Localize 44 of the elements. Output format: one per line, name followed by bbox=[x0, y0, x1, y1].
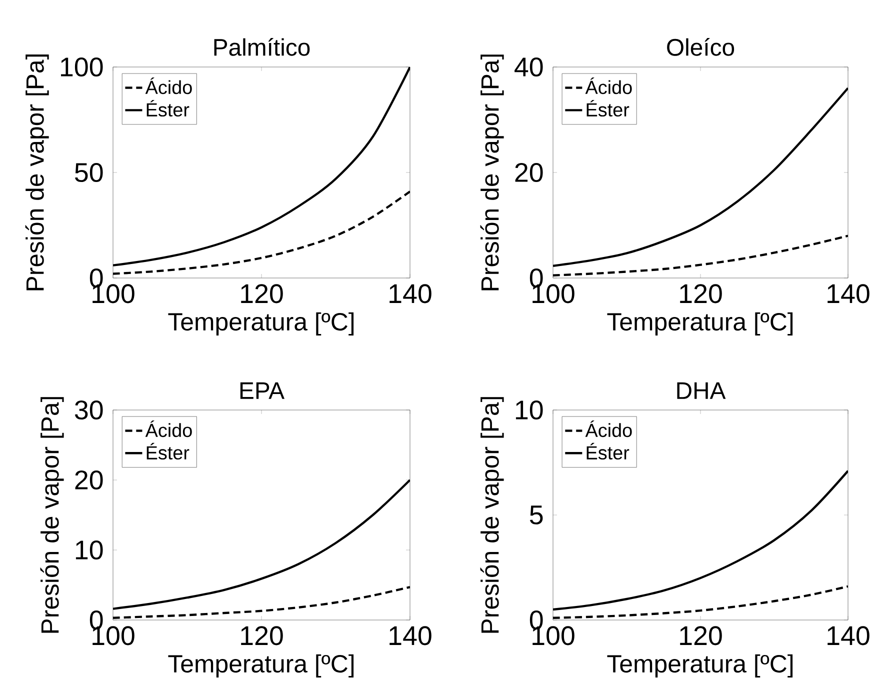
y-axis-title: Presión de vapor [Pa] bbox=[480, 54, 504, 290]
y-axis-title: Presión de vapor [Pa] bbox=[40, 397, 64, 633]
y-tick-label: 5 bbox=[530, 506, 543, 524]
line-series bbox=[553, 585, 848, 619]
chart-title: Oleíco bbox=[667, 38, 734, 56]
y-tick-label: 40 bbox=[514, 57, 543, 77]
legend-label: Éster bbox=[586, 442, 630, 460]
line-series bbox=[113, 478, 410, 610]
legend-label: Ácido bbox=[585, 420, 632, 438]
y-tick-label: 20 bbox=[75, 470, 103, 490]
chart-title: DHA bbox=[677, 382, 726, 399]
x-tick-label: 120 bbox=[680, 626, 722, 646]
legend-label: Éster bbox=[586, 100, 630, 117]
y-tick-label: 10 bbox=[516, 400, 543, 420]
line-series bbox=[553, 234, 848, 276]
legend-label: Ácido bbox=[145, 420, 192, 438]
x-tick-label: 120 bbox=[680, 284, 722, 304]
x-axis-title: Temperatura [ºC] bbox=[607, 312, 793, 336]
y-axis-title: Presión de vapor [Pa] bbox=[25, 54, 49, 290]
y-tick-label: 100 bbox=[61, 57, 103, 77]
y-tick-label: 30 bbox=[74, 400, 103, 420]
legend-label: Ácido bbox=[145, 78, 192, 94]
chart-title: Palmítico bbox=[214, 38, 310, 56]
line-series bbox=[553, 470, 848, 611]
x-axis-title: Temperatura [ºC] bbox=[607, 654, 793, 678]
chart-title: EPA bbox=[240, 382, 284, 399]
x-tick-label: 140 bbox=[390, 626, 432, 646]
x-axis-title: Temperatura [ºC] bbox=[168, 312, 354, 336]
y-tick-label: 20 bbox=[515, 162, 543, 182]
line-series bbox=[113, 586, 410, 619]
x-axis-title: Temperatura [ºC] bbox=[168, 654, 354, 678]
legend-label: Ácido bbox=[585, 78, 632, 94]
line-series bbox=[113, 66, 410, 266]
legend-label: Éster bbox=[146, 442, 190, 460]
x-tick-label: 120 bbox=[241, 284, 283, 304]
y-tick-label: 50 bbox=[74, 162, 103, 182]
line-series bbox=[113, 190, 410, 275]
x-tick-label: 140 bbox=[390, 284, 432, 304]
x-tick-label: 120 bbox=[241, 626, 283, 646]
x-tick-label: 140 bbox=[828, 626, 870, 646]
x-tick-label: 140 bbox=[828, 284, 870, 304]
y-tick-label: 10 bbox=[76, 540, 103, 560]
y-axis-title: Presión de vapor [Pa] bbox=[480, 397, 504, 633]
legend-label: Éster bbox=[146, 100, 190, 117]
